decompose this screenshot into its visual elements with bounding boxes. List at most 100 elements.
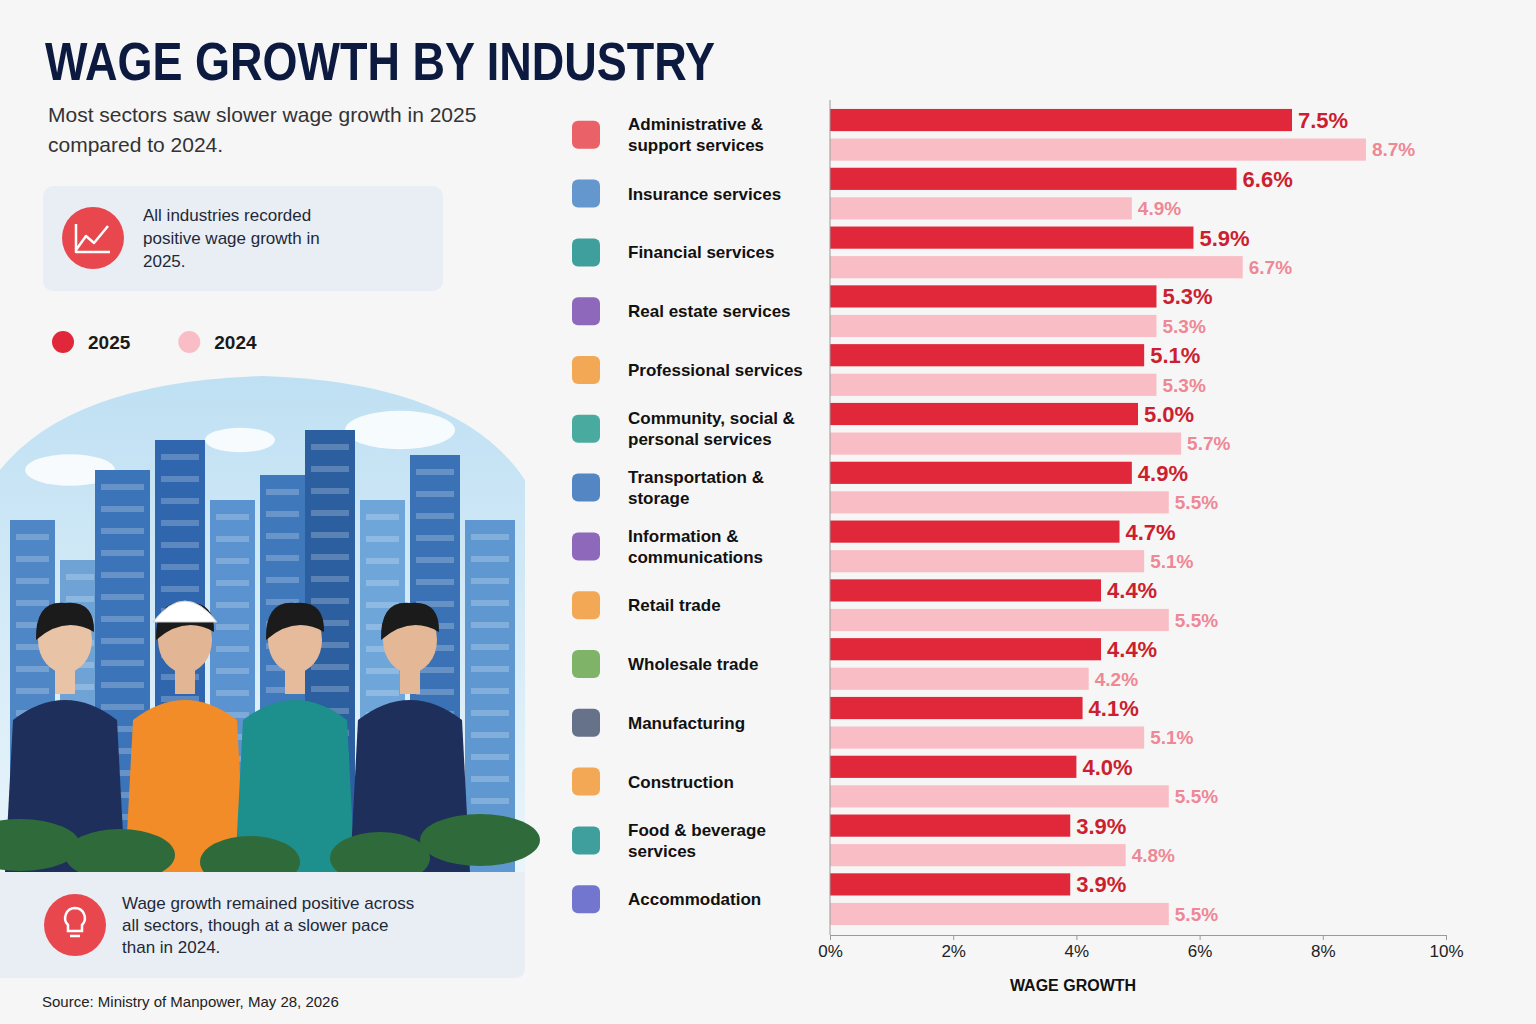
building-window [266,533,299,539]
building-window [471,754,509,760]
building-window [471,622,509,628]
building-window [101,484,144,490]
illustration [0,376,540,888]
building-window [16,556,49,562]
building-window [161,586,199,592]
building-window [161,476,199,482]
building-window [416,469,454,475]
building-window [366,558,399,564]
building-window [101,572,144,578]
category-icon [572,297,600,325]
text-line: Accommodation [628,890,761,909]
building-window [16,666,49,672]
data-label: 5.1% [1150,727,1193,748]
building-window [366,668,399,674]
building-window [471,798,509,804]
text-line: compared to 2024. [48,133,223,156]
data-label: 8.7% [1372,139,1415,160]
category-icon [572,885,600,913]
category-label: Real estate services [628,302,791,321]
bar [830,726,1144,748]
text-line: Transportation & [628,468,764,487]
building-window [66,574,94,580]
text-line: Professional services [628,361,803,380]
building-window [101,506,144,512]
data-label: 4.9% [1138,198,1181,219]
building-window [311,532,349,538]
person-hair [381,603,439,640]
x-tick: 2% [941,935,966,961]
data-label: 6.7% [1249,257,1292,278]
category-label: Accommodation [628,890,761,909]
bar [830,903,1169,925]
bar [830,109,1292,131]
building-window [311,554,349,560]
data-label: 5.0% [1144,402,1194,427]
category-icon [572,415,600,443]
building-window [216,668,249,674]
text-line: 2025. [143,252,186,271]
bar [830,521,1120,543]
annotation-icon [62,207,124,269]
building-window [101,660,144,666]
data-label: 4.1% [1089,696,1139,721]
building-window [311,466,349,472]
category-label: Insurance services [628,185,781,204]
data-labels: 7.5%6.6%5.9%5.3%5.1%5.0%4.9%4.7%4.4%4.4%… [1076,108,1415,925]
data-label: 5.5% [1175,610,1218,631]
x-tick-mark [830,935,831,940]
category-label: Community, social &personal services [628,409,795,449]
building-window [416,535,454,541]
category-label: Financial services [628,243,774,262]
category-label: Food & beverageservices [628,821,766,861]
legend-label: 2025 [88,332,131,353]
text-line: Food & beverage [628,821,766,840]
building-window [16,600,49,606]
bar [830,462,1132,484]
annotation: Wage growth remained positive acrossall … [122,894,414,957]
text-line: Information & [628,527,739,546]
text-line: Retail trade [628,596,721,615]
bar [830,550,1144,572]
building-window [266,489,299,495]
category-label: Wholesale trade [628,655,758,674]
building-window [366,536,399,542]
data-label: 4.4% [1107,637,1157,662]
text-line: Most sectors saw slower wage growth in 2… [48,103,476,126]
x-tick-mark [1200,935,1201,940]
data-label: 5.5% [1175,904,1218,925]
data-label: 5.1% [1150,343,1200,368]
category-label: Construction [628,773,734,792]
building-window [101,638,144,644]
text-line: Financial services [628,243,774,262]
category-icon [572,826,600,854]
bar [830,197,1132,219]
building-window [101,594,144,600]
x-tick-mark [1076,935,1077,940]
subtitle: Most sectors saw slower wage growth in 2… [48,103,476,156]
building-window [311,510,349,516]
bar [830,315,1156,337]
data-label: 4.4% [1107,578,1157,603]
text-line: all sectors, though at a slower pace [122,916,388,935]
building-window [16,578,49,584]
building-window [311,488,349,494]
cloud [345,411,455,450]
legend-swatch [52,331,74,353]
bar [830,227,1193,249]
x-axis-title: WAGE GROWTH [1010,977,1136,994]
text-line: All industries recorded [143,206,311,225]
building-window [366,690,399,696]
data-label: 5.5% [1175,492,1218,513]
category-label: Information &communications [628,527,763,567]
bars [830,109,1366,925]
bar [830,638,1101,660]
bar [830,374,1156,396]
building-window [471,710,509,716]
text-line: positive wage growth in [143,229,320,248]
text-line: support services [628,136,764,155]
category-icon [572,356,600,384]
building-window [101,682,144,688]
building-window [471,732,509,738]
building-window [471,600,509,606]
